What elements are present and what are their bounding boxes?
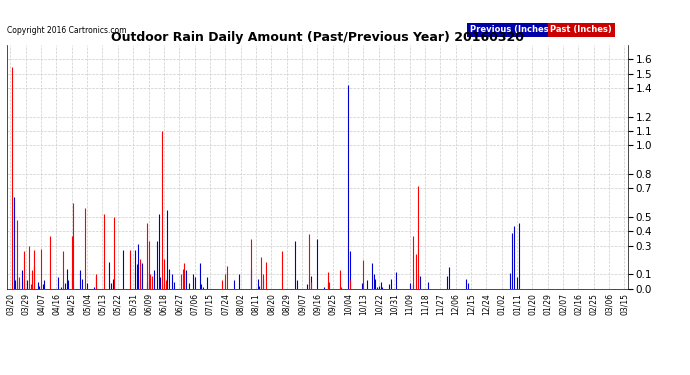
Text: Previous (Inches): Previous (Inches) bbox=[469, 25, 552, 34]
Title: Outdoor Rain Daily Amount (Past/Previous Year) 20160320: Outdoor Rain Daily Amount (Past/Previous… bbox=[111, 31, 524, 44]
Text: Copyright 2016 Cartronics.com: Copyright 2016 Cartronics.com bbox=[7, 26, 126, 35]
Text: Past (Inches): Past (Inches) bbox=[551, 25, 612, 34]
